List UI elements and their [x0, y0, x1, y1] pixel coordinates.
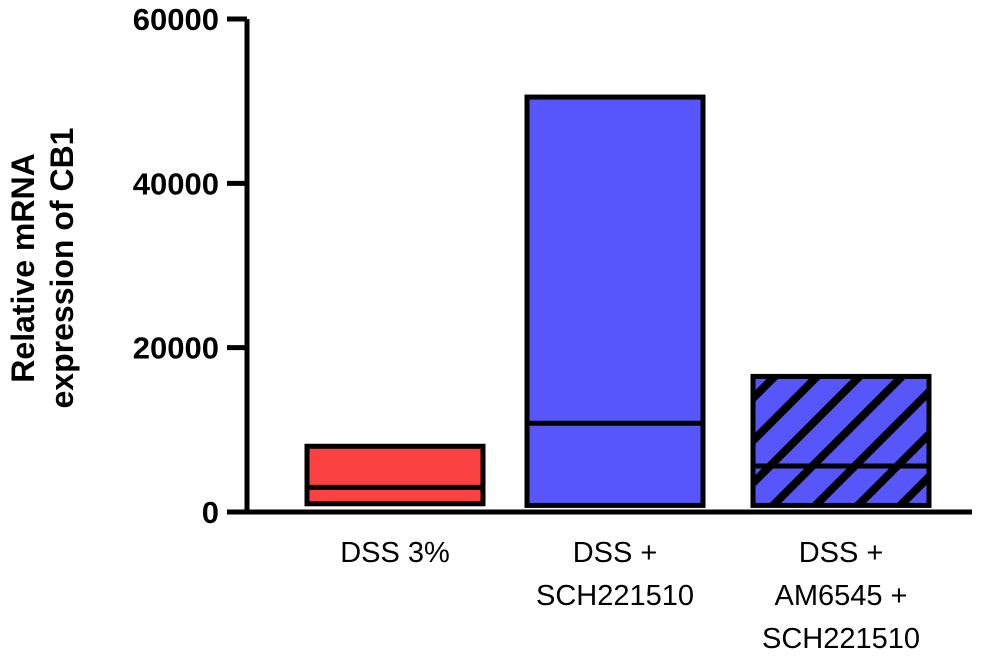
- x-category-label: DSS 3%: [340, 537, 450, 569]
- y-axis-label-line-2: expression of CB1: [44, 128, 80, 409]
- bar-range: [750, 373, 932, 508]
- bar-range: [304, 443, 486, 507]
- y-tick-label: 0: [202, 495, 219, 530]
- bars: [304, 94, 932, 508]
- x-category-label: DSS +: [573, 537, 658, 569]
- y-axis-title: Relative mRNA expression of CB1: [5, 128, 80, 409]
- x-category-label: DSS +: [799, 537, 884, 569]
- x-axis-category-labels: DSS 3% DSS + SCH221510 DSS + AM6545 + SCH2215…: [340, 537, 920, 655]
- x-category-label: SCH221510: [762, 623, 920, 655]
- y-tick-label: 60000: [133, 2, 219, 37]
- bar-range: [524, 94, 706, 508]
- x-category-label: AM6545 +: [774, 580, 907, 612]
- y-axis-label-line-1: Relative mRNA: [5, 153, 41, 382]
- x-category-label: SCH221510: [536, 580, 694, 612]
- y-tick-label: 40000: [133, 166, 219, 201]
- y-tick-label: 20000: [133, 331, 219, 366]
- y-axis-ticks: 0 20000 40000 60000: [133, 2, 247, 530]
